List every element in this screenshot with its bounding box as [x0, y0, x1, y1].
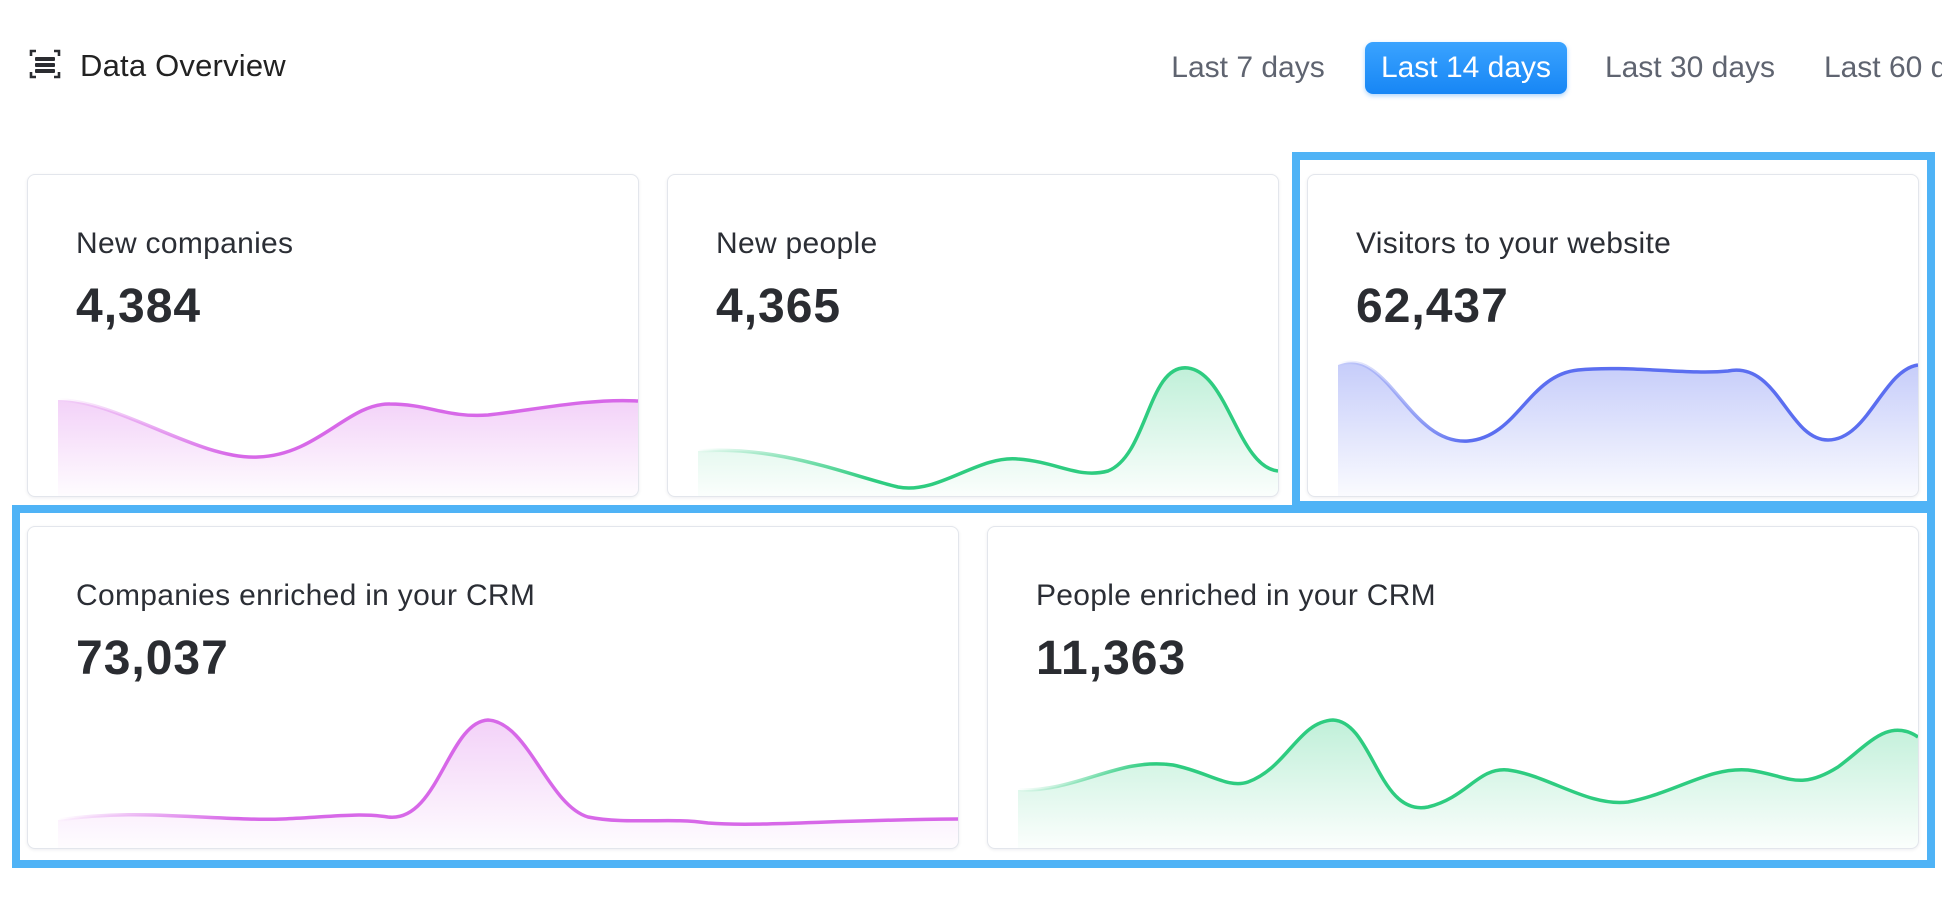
page-header: Data Overview	[28, 46, 286, 86]
stat-card-new-companies[interactable]: New companies 4,384	[27, 174, 639, 497]
tab-last-14-days[interactable]: Last 14 days	[1365, 42, 1567, 94]
card-value: 4,365	[716, 280, 842, 333]
tab-last-60-days[interactable]: Last 60 days	[1823, 51, 1942, 84]
sparkline-new-people	[697, 366, 1278, 496]
stat-card-new-people[interactable]: New people 4,365	[667, 174, 1279, 497]
date-range-tabs: Last 7 days Last 14 days Last 30 days La…	[1042, 42, 1942, 96]
overview-icon	[28, 47, 62, 86]
stat-card-people-enriched[interactable]: People enriched in your CRM 11,363	[987, 526, 1919, 849]
page-title: Data Overview	[80, 48, 286, 83]
sparkline-website-visitors	[1337, 360, 1918, 496]
card-label: People enriched in your CRM	[1036, 579, 1436, 612]
stat-card-website-visitors[interactable]: Visitors to your website 62,437	[1307, 174, 1919, 497]
card-value: 11,363	[1036, 632, 1187, 685]
card-label: New people	[716, 227, 878, 260]
card-value: 4,384	[76, 280, 202, 333]
card-label: Visitors to your website	[1356, 227, 1672, 260]
tab-last-7-days[interactable]: Last 7 days	[1171, 51, 1325, 84]
tab-last-30-days[interactable]: Last 30 days	[1604, 51, 1776, 84]
sparkline-companies-enriched	[57, 718, 958, 848]
card-value: 62,437	[1356, 280, 1509, 333]
card-label: New companies	[76, 227, 294, 260]
card-value: 73,037	[76, 632, 229, 685]
sparkline-new-companies	[57, 398, 638, 496]
stat-card-companies-enriched[interactable]: Companies enriched in your CRM 73,037	[27, 526, 959, 849]
sparkline-people-enriched	[1017, 718, 1918, 848]
card-label: Companies enriched in your CRM	[76, 579, 536, 612]
